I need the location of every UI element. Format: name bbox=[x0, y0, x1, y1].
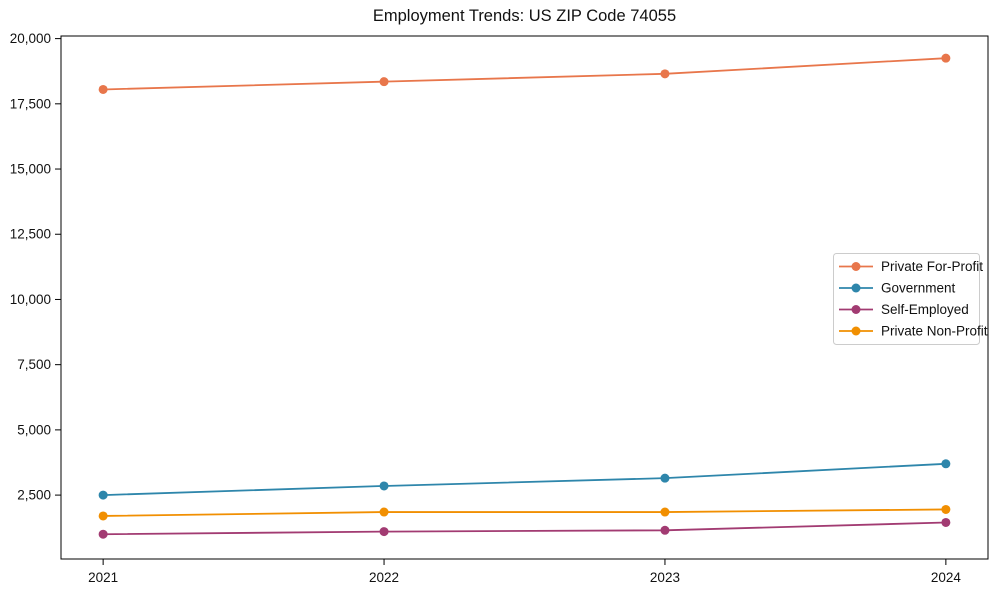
data-point bbox=[98, 511, 108, 521]
legend-box bbox=[833, 253, 980, 345]
series-self-employed bbox=[98, 517, 951, 539]
y-tick-label: 7,500 bbox=[17, 357, 51, 372]
legend-entry-government: Government bbox=[839, 281, 956, 296]
legend-marker bbox=[851, 283, 861, 293]
x-axis: 2021 2022 2023 2024 bbox=[88, 559, 961, 585]
series-line bbox=[102, 508, 947, 517]
data-point bbox=[660, 69, 670, 79]
x-tick-label: 2021 bbox=[88, 570, 118, 585]
data-point bbox=[941, 459, 951, 469]
y-tick-label: 17,500 bbox=[10, 96, 51, 111]
series-private-for-profit bbox=[98, 53, 951, 94]
series-government bbox=[98, 459, 951, 500]
y-tick-label: 12,500 bbox=[10, 227, 51, 242]
y-tick-label: 5,000 bbox=[17, 422, 51, 437]
legend-label: Private For-Profit bbox=[881, 259, 983, 274]
y-tick-label: 20,000 bbox=[10, 31, 51, 46]
data-point bbox=[660, 473, 670, 483]
series-line bbox=[102, 57, 947, 91]
legend-entry-self-employed: Self-Employed bbox=[839, 302, 969, 317]
y-tick-label: 10,000 bbox=[10, 292, 51, 307]
legend-label: Self-Employed bbox=[881, 302, 969, 317]
data-point bbox=[660, 507, 670, 517]
chart-title: Employment Trends: US ZIP Code 74055 bbox=[372, 7, 677, 25]
series-private-non-profit bbox=[98, 504, 951, 521]
x-tick-label: 2024 bbox=[931, 570, 962, 585]
legend-entry-private-for-profit: Private For-Profit bbox=[839, 259, 983, 274]
legend: Private For-Profit Government Self-Employe… bbox=[833, 253, 988, 345]
data-point bbox=[379, 507, 389, 517]
legend-label: Government bbox=[881, 281, 956, 296]
legend-entry-private-non-profit: Private Non-Profit bbox=[839, 324, 988, 339]
data-point bbox=[941, 517, 951, 527]
series-line bbox=[102, 521, 947, 536]
y-tick-label: 2,500 bbox=[17, 488, 51, 503]
plot-area-border bbox=[60, 35, 989, 560]
x-tick-label: 2023 bbox=[650, 570, 680, 585]
x-tick-label: 2022 bbox=[369, 570, 399, 585]
data-point bbox=[941, 53, 951, 63]
legend-marker bbox=[851, 262, 861, 271]
data-point bbox=[379, 481, 389, 491]
legend-marker bbox=[851, 326, 861, 336]
data-point bbox=[379, 527, 389, 537]
y-axis: 2,500 5,000 7,500 10,000 12,500 15,000 17,500 2… bbox=[10, 31, 61, 503]
data-point bbox=[941, 504, 951, 514]
series-line bbox=[102, 462, 947, 496]
data-point bbox=[379, 77, 389, 87]
y-tick-label: 15,000 bbox=[10, 162, 51, 177]
data-point bbox=[98, 490, 108, 500]
legend-label: Private Non-Profit bbox=[881, 324, 988, 339]
data-point bbox=[98, 84, 108, 94]
data-point bbox=[98, 529, 108, 539]
legend-marker bbox=[851, 305, 861, 314]
data-point bbox=[660, 525, 670, 535]
